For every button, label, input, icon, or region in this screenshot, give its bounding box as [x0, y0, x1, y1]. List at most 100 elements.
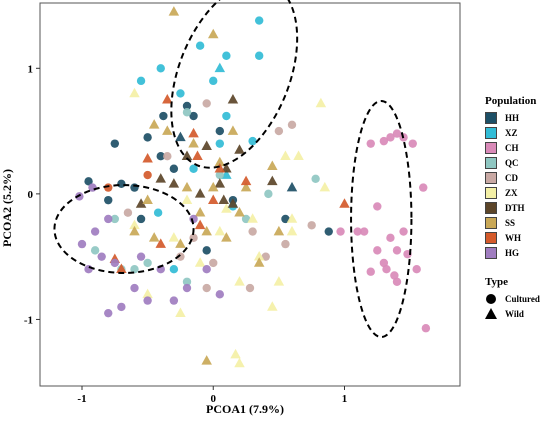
data-point-xz-cultured — [254, 51, 264, 60]
x-tick-label: -1 — [77, 393, 86, 405]
legend-item-hg: HG — [485, 245, 549, 260]
legend-item-cd: CD — [485, 170, 549, 185]
data-point-cd-cultured — [248, 227, 257, 236]
data-point-zx-wild — [247, 213, 258, 223]
data-point-qc-cultured — [215, 170, 225, 180]
data-point-zx-wild — [221, 203, 232, 213]
data-point-ss-wild — [181, 181, 193, 192]
legend-item-wild: Wild — [485, 306, 549, 321]
data-point-zx-wild — [129, 219, 140, 230]
data-point-hh-cultured — [104, 195, 113, 205]
data-point-wh-wild — [214, 163, 226, 173]
data-point-wh-wild — [208, 194, 219, 204]
data-point-hg-cultured — [169, 296, 179, 305]
data-point-dth-wild — [194, 188, 206, 198]
data-point-dth-wild — [214, 178, 226, 188]
y-tick-label: 0 — [28, 189, 34, 201]
data-point-zx-wild — [315, 97, 327, 108]
data-point-wh-wild — [192, 150, 203, 160]
legend-swatch — [485, 171, 497, 184]
data-point-xz-cultured — [248, 136, 257, 146]
legend-title-population: Population — [485, 95, 537, 107]
data-point-hg-cultured — [130, 283, 139, 293]
data-point-zx-wild — [181, 194, 193, 204]
data-point-hh-cultured — [84, 177, 93, 186]
legend-swatch — [485, 156, 497, 169]
data-point-hg-cultured — [143, 296, 152, 305]
data-point-hg-cultured — [117, 302, 126, 312]
data-point-xz-cultured — [195, 41, 205, 50]
data-point-hh-cultured — [110, 139, 120, 148]
data-point-ss-wild — [208, 181, 219, 192]
data-point-zx-wild — [214, 225, 226, 236]
data-point-cd-cultured — [209, 258, 218, 268]
data-point-hg-cultured — [104, 214, 113, 224]
legend-label: CD — [505, 172, 518, 183]
data-point-ss-wild — [267, 160, 278, 171]
data-point-ch-cultured — [366, 267, 375, 276]
legend-item-xz: XZ — [485, 125, 549, 140]
legend-item-zx: ZX — [485, 185, 549, 200]
data-point-xz-cultured — [209, 76, 218, 86]
data-point-ss-wild — [168, 6, 180, 16]
data-point-zx-wild — [253, 250, 265, 261]
data-point-dth-wild — [227, 198, 239, 208]
data-point-zx-wild — [319, 181, 331, 192]
legend-label: SS — [505, 217, 516, 228]
data-point-qc-cultured — [90, 246, 100, 255]
data-point-hh-cultured — [182, 101, 192, 111]
data-point-hg-cultured — [84, 265, 93, 274]
data-point-dth-wild — [155, 173, 166, 183]
points-layer — [75, 6, 431, 368]
data-point-hh-wild — [175, 131, 186, 142]
data-point-xz-cultured — [254, 16, 264, 25]
data-point-ch-cultured — [419, 183, 428, 192]
data-point-ch-cultured — [366, 139, 375, 148]
data-point-zx-wild — [286, 225, 298, 236]
circle-icon — [486, 293, 496, 304]
data-point-hh-cultured — [215, 126, 225, 136]
data-point-wh-cultured — [143, 170, 152, 180]
data-point-wh-wild — [142, 153, 153, 163]
data-point-zx-wild — [234, 276, 245, 286]
legend-title-type: Type — [485, 276, 509, 288]
data-point-hg-cultured — [215, 290, 225, 299]
legend-label: WH — [505, 232, 522, 243]
data-point-ch-cultured — [379, 136, 389, 146]
data-point-dth-wild — [218, 194, 229, 204]
legend-swatch — [485, 231, 497, 244]
data-point-ch-cultured — [353, 227, 362, 236]
legend: Population HH XZ CH QC CD ZX DTH SS WH HG Type Cu… — [485, 95, 549, 321]
data-point-ch-cultured — [336, 227, 345, 236]
data-point-ch-cultured — [408, 139, 417, 148]
data-point-wh-wild — [188, 127, 199, 138]
data-point-ch-cultured — [386, 233, 395, 243]
legend-label: Cultured — [505, 293, 540, 304]
data-point-xz-cultured — [176, 89, 185, 98]
data-point-xz-cultured — [222, 111, 231, 121]
data-point-hg-cultured — [182, 283, 192, 293]
legend-item-dth: DTH — [485, 200, 549, 215]
data-point-zx-wild — [273, 276, 285, 286]
legend-item-cultured: Cultured — [485, 291, 549, 306]
data-point-ch-cultured — [399, 227, 408, 236]
x-tick-label: 0 — [211, 393, 217, 405]
data-point-ss-wild — [129, 225, 140, 236]
data-point-qc-cultured — [110, 214, 120, 224]
data-point-qc-cultured — [311, 174, 320, 184]
data-point-xz-cultured — [156, 64, 165, 73]
data-point-ch-cultured — [412, 265, 421, 274]
data-point-hh-cultured — [202, 246, 211, 255]
data-point-ch-cultured — [373, 246, 382, 255]
data-point-wh-wild — [240, 175, 252, 186]
legend-item-ss: SS — [485, 215, 549, 230]
legend-swatch — [485, 201, 497, 214]
data-point-zx-wild — [175, 307, 186, 317]
data-point-hh-cultured — [159, 111, 168, 121]
data-point-dth-wild — [168, 178, 180, 188]
data-point-cd-cultured — [123, 208, 133, 217]
cluster-ellipse-3 — [350, 99, 413, 339]
data-point-hg-cultured — [202, 265, 211, 274]
data-point-ss-wild — [234, 207, 245, 217]
